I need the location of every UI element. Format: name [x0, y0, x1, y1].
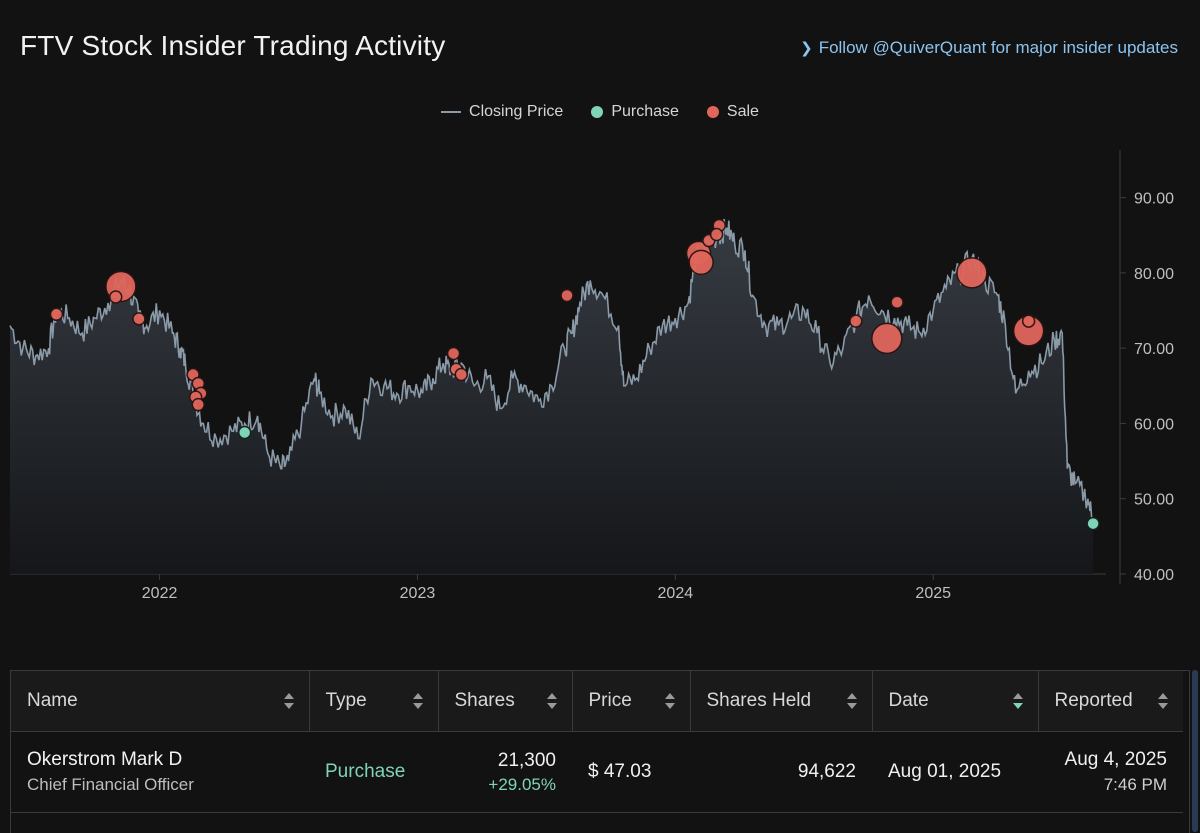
sale-point	[709, 227, 724, 242]
y-tick-label: 60.00	[1134, 416, 1174, 433]
purchase-dot-icon	[591, 106, 604, 118]
purchase-point	[1086, 516, 1100, 531]
cell-type: Purchase	[309, 731, 438, 813]
y-tick-label: 90.00	[1134, 191, 1174, 208]
sale-point	[688, 249, 714, 276]
shares-change: +29.05%	[488, 774, 556, 794]
insider-trades-table: Name Type Shares Price Shares Held Date …	[10, 670, 1190, 833]
cell-shares: 21,300 +29.05%	[438, 731, 572, 813]
x-tick-label: 2024	[658, 585, 694, 600]
insider-name[interactable]: Okerstrom Mark D	[27, 749, 183, 770]
scrollbar-thumb[interactable]	[1192, 670, 1198, 832]
x-tick-label: 2022	[142, 585, 178, 600]
legend-purchase[interactable]: Purchase	[591, 103, 679, 121]
follow-link[interactable]: ❯ Follow @QuiverQuant for major insider …	[800, 38, 1178, 58]
col-header-price[interactable]: Price	[572, 671, 691, 732]
line-swatch-icon	[441, 111, 462, 113]
legend-sale-label: Sale	[726, 103, 759, 120]
legend-closing-price[interactable]: Closing Price	[441, 103, 563, 121]
cell-name: Okerstrom Mark D Chief Financial Officer	[11, 731, 309, 813]
sale-point	[446, 346, 461, 361]
cell-shares-held: 94,622	[690, 731, 872, 813]
y-tick-label: 40.00	[1134, 567, 1174, 584]
chart-legend: Closing Price Purchase Sale	[0, 103, 1200, 121]
chevron-right-icon: ❯	[800, 40, 813, 57]
legend-sale[interactable]: Sale	[706, 103, 759, 121]
price-value: $ 47.03	[588, 761, 652, 782]
sort-icon	[846, 693, 857, 709]
sale-point	[890, 295, 904, 310]
sale-point	[454, 367, 469, 382]
table-row[interactable]: Okerstrom Mark D Chief Financial Officer…	[11, 731, 1183, 813]
col-header-shares-held[interactable]: Shares Held	[690, 671, 873, 732]
col-header-date[interactable]: Date	[872, 671, 1039, 732]
sale-point	[49, 307, 64, 322]
sort-icon	[546, 693, 557, 709]
sort-icon	[283, 693, 294, 709]
cell-date: Aug 01, 2025	[872, 731, 1038, 813]
price-chart: 90.00 80.00 70.00 60.00 50.00 40.00 2022 2023 20…	[9, 150, 1174, 600]
sale-point	[560, 288, 574, 303]
sale-point	[108, 290, 123, 304]
sort-icon	[1158, 693, 1168, 709]
shares-value: 21,300	[497, 749, 556, 771]
col-header-name[interactable]: Name	[11, 671, 310, 732]
legend-purchase-label: Purchase	[611, 103, 679, 120]
cell-price: $ 47.03	[572, 731, 690, 813]
insider-title: Chief Financial Officer	[27, 775, 194, 794]
follow-link-label: Follow @QuiverQuant for major insider up…	[818, 38, 1178, 57]
col-header-reported[interactable]: Reported	[1038, 671, 1183, 732]
col-header-type[interactable]: Type	[309, 671, 439, 732]
sale-dot-icon	[706, 106, 719, 118]
table-scrollbar[interactable]	[1192, 670, 1198, 832]
x-tick-label: 2025	[915, 585, 951, 600]
reported-time: 7:46 PM	[1103, 775, 1167, 794]
price-line	[9, 218, 1094, 527]
shares-held-value: 94,622	[797, 761, 856, 782]
sale-point	[871, 322, 903, 355]
sale-point	[956, 257, 988, 289]
sale-point	[1021, 314, 1036, 328]
price-area	[10, 219, 1094, 574]
y-tick-label: 50.00	[1134, 492, 1174, 509]
sale-point	[849, 314, 863, 328]
trade-type: Purchase	[325, 761, 406, 782]
legend-closing-price-label: Closing Price	[469, 103, 564, 120]
page-title: FTV Stock Insider Trading Activity	[20, 30, 446, 61]
sort-desc-active-icon	[1012, 693, 1023, 709]
col-header-shares[interactable]: Shares	[438, 671, 573, 732]
sale-point	[191, 397, 206, 412]
reported-date: Aug 4, 2025	[1064, 749, 1167, 770]
y-tick-label: 70.00	[1134, 341, 1174, 358]
sale-point	[132, 312, 146, 326]
cell-reported: Aug 4, 2025 7:46 PM	[1038, 731, 1183, 813]
table-header-row: Name Type Shares Price Shares Held Date …	[11, 671, 1183, 732]
y-tick-label: 80.00	[1134, 266, 1174, 283]
trade-date: Aug 01, 2025	[888, 761, 1002, 782]
sort-icon	[664, 693, 675, 709]
sort-icon	[412, 693, 423, 709]
purchase-point	[237, 425, 252, 440]
x-tick-label: 2023	[400, 585, 436, 600]
